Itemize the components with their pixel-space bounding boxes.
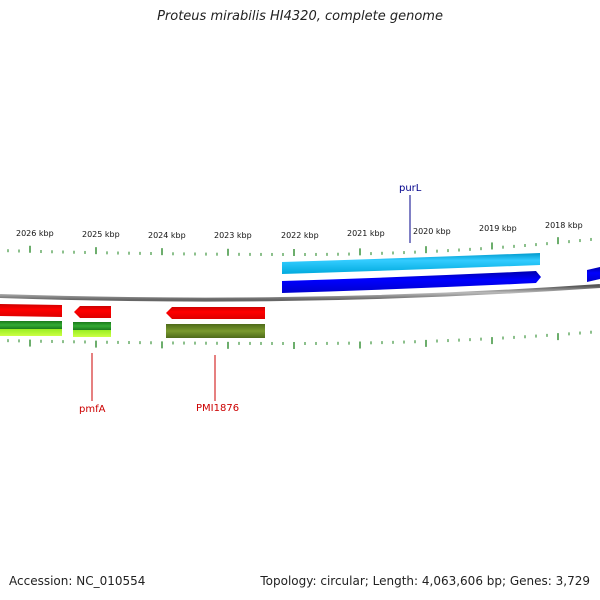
kbp-label: 2021 kbp <box>347 229 385 238</box>
cds-feature-forward[interactable] <box>282 271 541 293</box>
gene-feature[interactable] <box>166 324 265 338</box>
kbp-label: 2018 kbp <box>545 221 583 230</box>
kbp-label: 2025 kbp <box>82 230 120 239</box>
genome-summary-text: Topology: circular; Length: 4,063,606 bp… <box>260 574 590 588</box>
inner-tick-marks <box>7 330 592 349</box>
rna-feature[interactable] <box>73 322 111 330</box>
gene-label-text: pmfA <box>79 404 106 415</box>
rna-feature[interactable] <box>73 330 111 337</box>
kbp-label: 2023 kbp <box>214 231 252 240</box>
kbp-label: 2020 kbp <box>413 227 451 236</box>
gene-label-text: purL <box>399 183 422 194</box>
accession-text: Accession: NC_010554 <box>9 574 146 588</box>
cds-feature-reverse[interactable] <box>166 307 265 319</box>
cds-feature-forward-light[interactable] <box>282 253 540 274</box>
genome-backbone <box>0 284 600 302</box>
forward-strand-features <box>282 253 600 293</box>
reverse-strand-features <box>0 304 265 338</box>
gene-label-PMI1876[interactable]: PMI1876 <box>196 355 239 414</box>
gene-label-text: PMI1876 <box>196 403 239 414</box>
kbp-label: 2019 kbp <box>479 224 517 233</box>
kbp-labels: 2026 kbp 2025 kbp 2024 kbp 2023 kbp 2022… <box>16 221 583 240</box>
kbp-label: 2022 kbp <box>281 231 319 240</box>
rna-feature[interactable] <box>0 321 62 329</box>
gene-label-purL[interactable]: purL <box>399 183 422 243</box>
rna-feature[interactable] <box>0 329 62 336</box>
kbp-label: 2026 kbp <box>16 229 54 238</box>
outer-tick-marks <box>7 237 592 256</box>
cds-feature-reverse[interactable] <box>0 304 62 317</box>
kbp-label: 2024 kbp <box>148 231 186 240</box>
cds-feature-reverse[interactable] <box>74 306 111 318</box>
map-title: Proteus mirabilis HI4320, complete genom… <box>157 9 443 24</box>
cds-feature-forward[interactable] <box>587 267 600 282</box>
gene-label-pmfA[interactable]: pmfA <box>79 353 106 415</box>
